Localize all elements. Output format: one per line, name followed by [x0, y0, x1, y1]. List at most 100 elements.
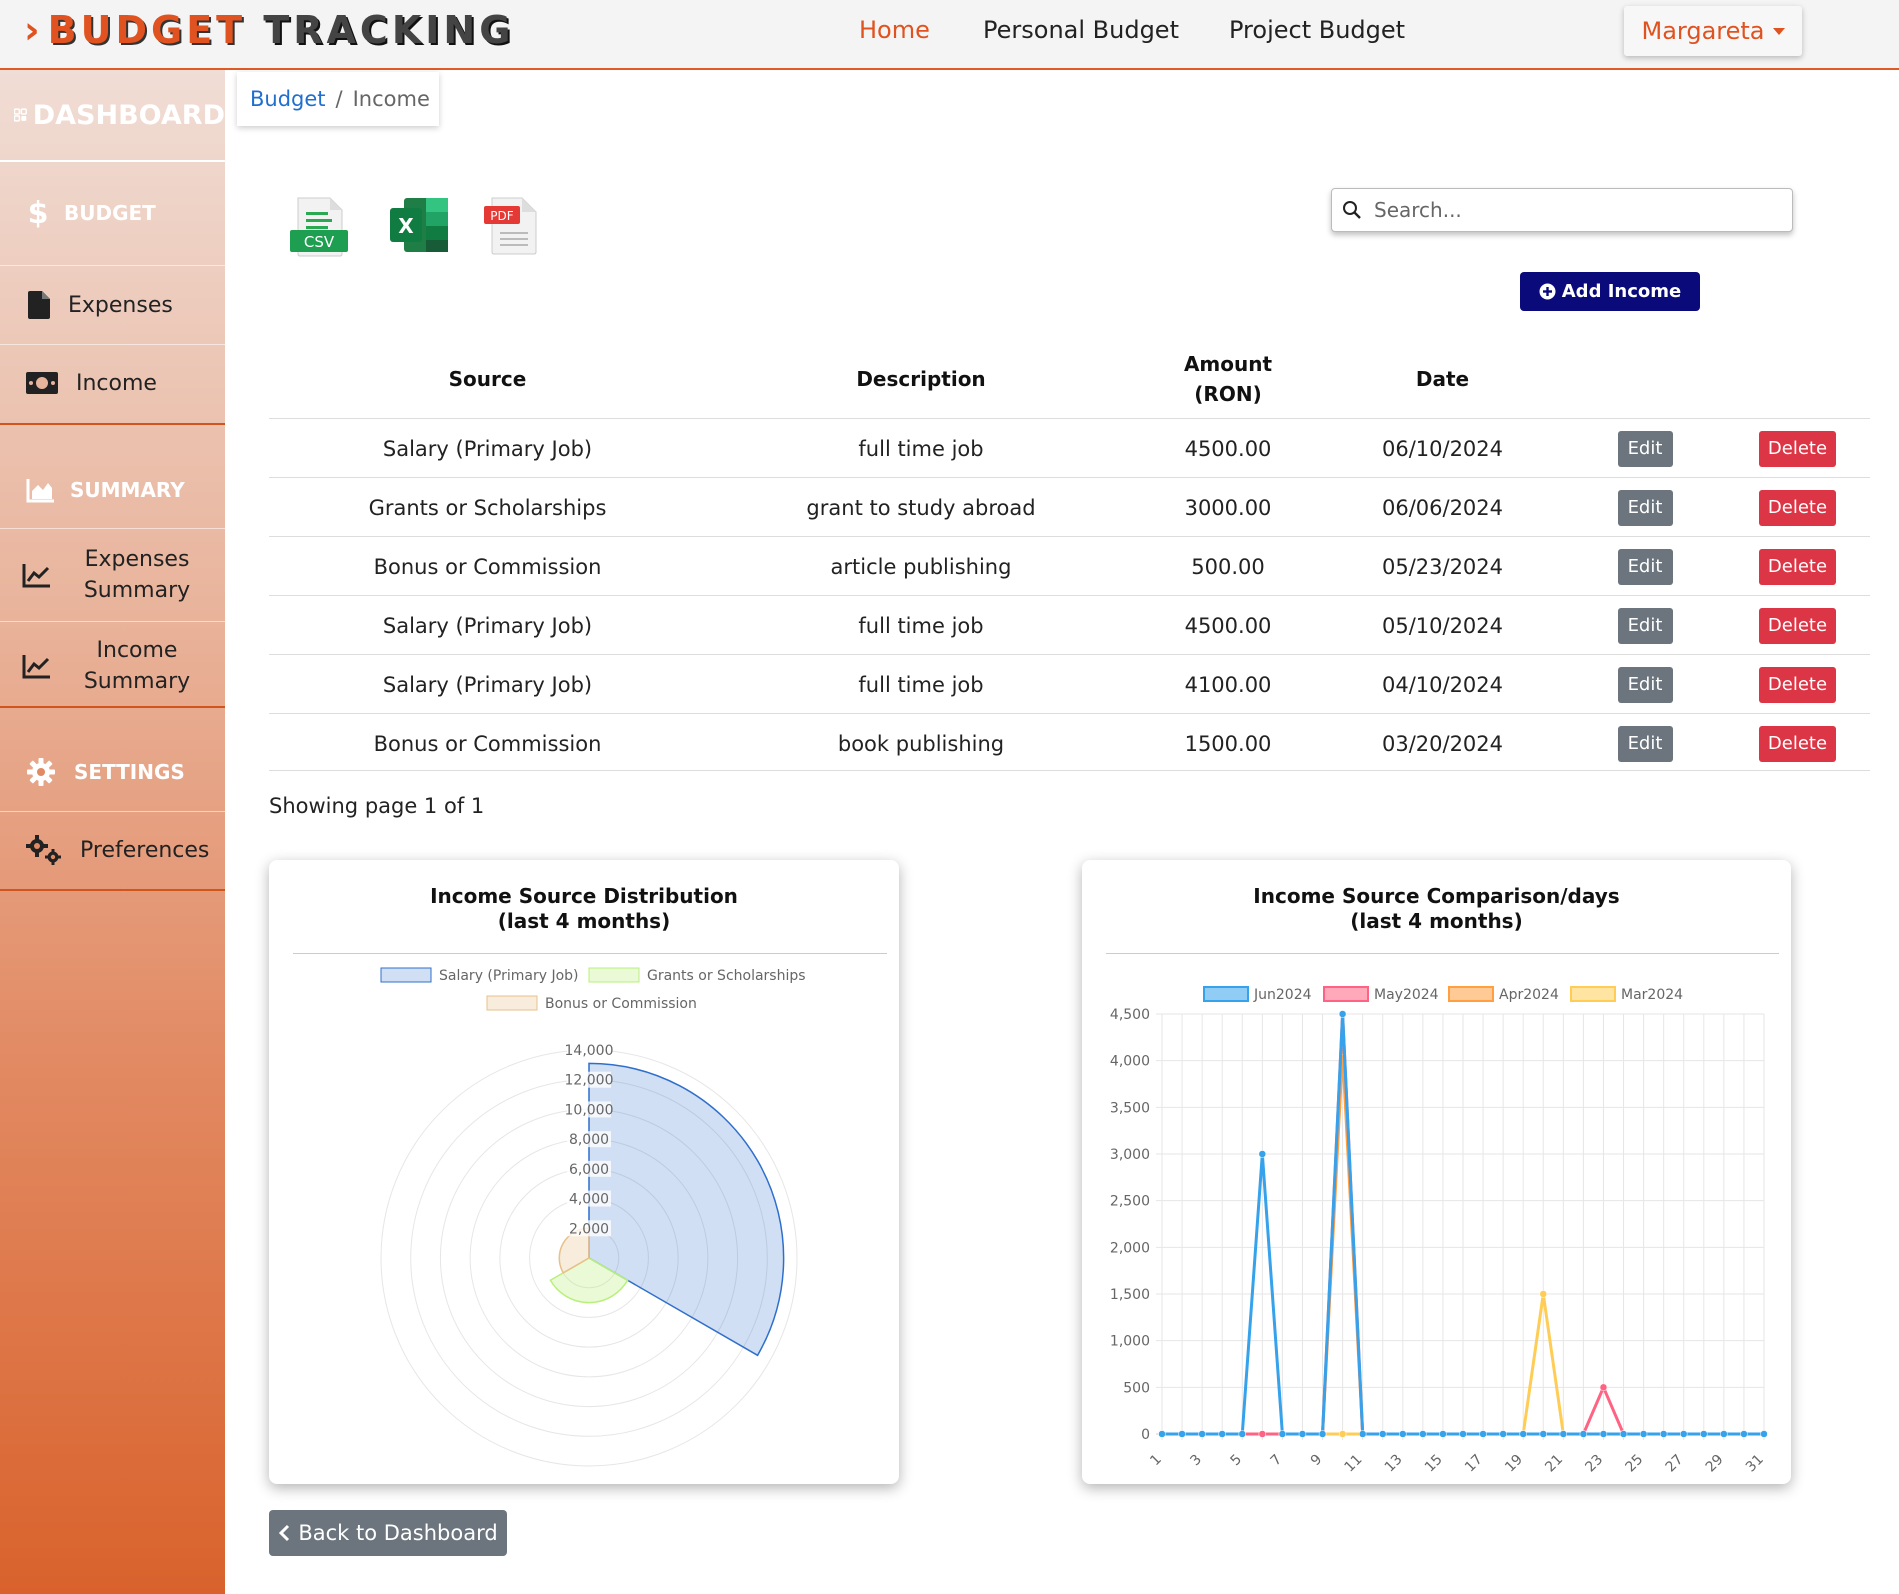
sidebar-item-expenses-summary-label: Expenses Summary [72, 544, 202, 606]
series-point[interactable] [1358, 1430, 1367, 1438]
series-point[interactable] [1399, 1430, 1407, 1438]
x-tick-label: 23 [1582, 1452, 1606, 1476]
delete-cell: Delete [1725, 714, 1870, 773]
series-point[interactable] [1579, 1430, 1588, 1438]
delete-button[interactable]: Delete [1759, 548, 1836, 585]
cell-description: grant to study abroad [806, 495, 1036, 520]
sidebar-item-preferences[interactable]: Preferences [0, 814, 225, 886]
breadcrumb-budget-link[interactable]: Budget [250, 87, 326, 111]
legend-item[interactable]: Apr2024 [1448, 986, 1559, 1003]
edit-button[interactable]: Edit [1617, 607, 1673, 644]
search-box [1331, 188, 1793, 232]
series-point[interactable] [1439, 1430, 1447, 1438]
back-to-dashboard-button[interactable]: Back to Dashboard [269, 1510, 507, 1556]
series-point[interactable] [1659, 1430, 1668, 1438]
back-to-dashboard-label: Back to Dashboard [298, 1521, 498, 1545]
delete-button[interactable]: Delete [1759, 430, 1836, 467]
series-point[interactable] [1599, 1383, 1608, 1392]
delete-button[interactable]: Delete [1759, 666, 1836, 703]
edit-cell: Edit [1565, 537, 1725, 596]
legend-item[interactable]: Mar2024 [1570, 986, 1683, 1003]
card-divider [293, 953, 887, 954]
series-point[interactable] [1679, 1430, 1688, 1438]
sidebar-item-expenses-summary[interactable]: Expenses Summary [0, 532, 225, 618]
tick-backdrop [567, 1071, 611, 1088]
series-point[interactable] [1519, 1430, 1527, 1438]
cell-description: full time job [858, 613, 984, 638]
delete-button[interactable]: Delete [1759, 489, 1836, 526]
edit-button[interactable]: Edit [1617, 430, 1673, 467]
series-point[interactable] [1258, 1150, 1267, 1158]
series-point[interactable] [1218, 1430, 1226, 1438]
edit-cell: Edit [1565, 714, 1725, 773]
col-header-amount-line1: Amount [1183, 352, 1273, 376]
nav-project-budget[interactable]: Project Budget [1229, 16, 1406, 44]
series-point[interactable] [1760, 1430, 1768, 1438]
table-row: Bonus or Commission book publishing 1500.0… [269, 713, 1870, 772]
sidebar-dashboard[interactable]: DASHBOARD [0, 70, 225, 162]
sidebar-item-income-label: Income [76, 370, 157, 396]
delete-button[interactable]: Delete [1759, 725, 1836, 762]
legend-item[interactable]: Jun2024 [1203, 986, 1312, 1003]
series-point[interactable] [1559, 1430, 1568, 1438]
series-point[interactable] [1419, 1430, 1427, 1438]
series-point[interactable] [1238, 1430, 1247, 1438]
series-point[interactable] [1298, 1430, 1307, 1438]
legend-item[interactable]: Salary (Primary Job) [380, 967, 578, 984]
edit-button[interactable]: Edit [1617, 666, 1673, 703]
user-menu-button[interactable]: Margareta [1624, 6, 1802, 56]
legend-item[interactable]: May2024 [1323, 986, 1439, 1003]
polar-tick-label: 8,000 [569, 1132, 609, 1148]
series-point[interactable] [1479, 1430, 1487, 1438]
pdf-export-icon[interactable]: PDF [484, 196, 542, 256]
series-point[interactable] [1599, 1430, 1608, 1438]
series-point[interactable] [1258, 1430, 1267, 1438]
line-chart-icon [22, 655, 50, 679]
edit-button[interactable]: Edit [1617, 489, 1673, 526]
series-point[interactable] [1639, 1430, 1648, 1438]
nav-home[interactable]: Home [859, 16, 930, 44]
delete-button[interactable]: Delete [1759, 607, 1836, 644]
legend-item[interactable]: Bonus or Commission [486, 995, 697, 1012]
series-point[interactable] [1378, 1430, 1387, 1438]
add-income-button[interactable]: Add Income [1520, 272, 1700, 311]
series-point[interactable] [1278, 1430, 1287, 1438]
series-point[interactable] [1619, 1430, 1628, 1438]
excel-export-icon[interactable]: X [390, 196, 450, 254]
polar-slice[interactable] [588, 1062, 785, 1357]
sidebar-item-income-summary-line2: Summary [83, 669, 191, 694]
series-point[interactable] [1740, 1430, 1748, 1438]
sidebar-item-income[interactable]: Income [0, 348, 225, 418]
legend-item[interactable]: Grants or Scholarships [588, 967, 806, 984]
top-navbar: › BUDGET TRACKING Home Personal Budget Pr… [0, 0, 1899, 70]
polar-slice[interactable] [549, 1257, 629, 1304]
x-tick-label: 19 [1502, 1452, 1526, 1476]
series-point[interactable] [1499, 1430, 1507, 1438]
series-point[interactable] [1700, 1430, 1708, 1438]
dollar-icon: $ [27, 195, 49, 231]
series-point[interactable] [1338, 1430, 1347, 1438]
edit-button[interactable]: Edit [1617, 548, 1673, 585]
caret-down-icon [1772, 27, 1785, 35]
csv-export-icon[interactable]: CSV [290, 196, 350, 258]
series-point[interactable] [1178, 1430, 1186, 1438]
edit-button[interactable]: Edit [1617, 725, 1673, 762]
cell-source: Bonus or Commission [373, 731, 602, 756]
series-point[interactable] [1158, 1430, 1166, 1438]
series-point[interactable] [1318, 1430, 1327, 1438]
series-point[interactable] [1338, 1010, 1347, 1018]
sidebar-item-income-summary[interactable]: Income Summary [0, 623, 225, 709]
brand-logo[interactable]: › BUDGET TRACKING [24, 8, 514, 52]
series-point[interactable] [1720, 1430, 1728, 1438]
series-point[interactable] [1539, 1430, 1548, 1438]
excel-label: X [398, 214, 414, 238]
sidebar-item-expenses[interactable]: Expenses [0, 270, 225, 340]
search-input[interactable] [1374, 198, 1792, 222]
table-row: Salary (Primary Job) full time job 4500.00… [269, 595, 1870, 654]
series-point[interactable] [1198, 1430, 1206, 1438]
cell-date: 06/06/2024 [1381, 495, 1504, 520]
series-point[interactable] [1459, 1430, 1467, 1438]
series-point[interactable] [1539, 1290, 1548, 1298]
nav-personal-budget[interactable]: Personal Budget [983, 16, 1179, 44]
gears-icon [26, 835, 61, 865]
